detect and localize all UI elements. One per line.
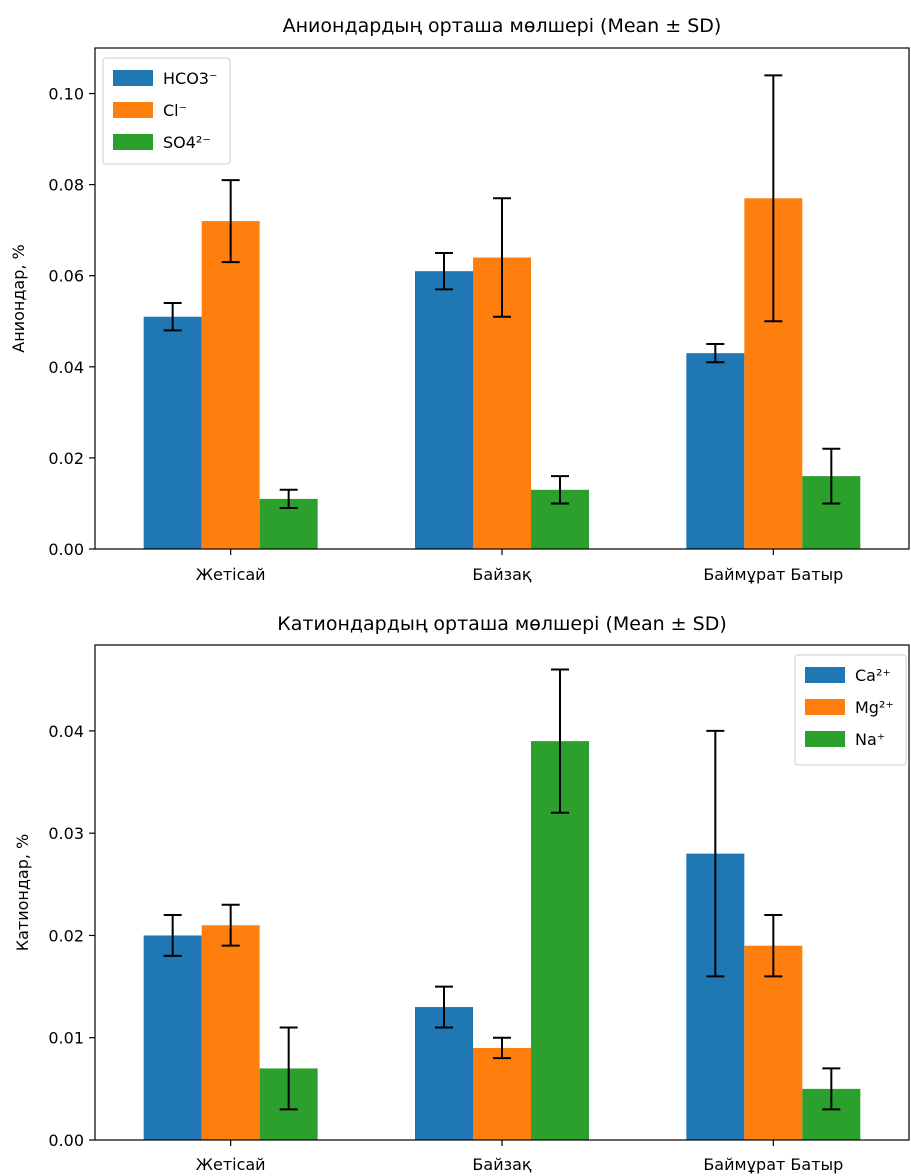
bar-1-1-0 — [201, 925, 260, 1140]
legend-label-0: HCO3⁻ — [163, 69, 217, 88]
legend-swatch-0 — [805, 667, 845, 683]
bar-0-1-0 — [201, 221, 260, 549]
legend-swatch-2 — [805, 731, 845, 747]
chart-1: Катиондардың орташа мөлшері (Mean ± SD) К… — [13, 613, 910, 1174]
legend-label-1: Cl⁻ — [163, 101, 187, 120]
bar-0-0-2 — [686, 353, 745, 549]
y-tick-label-4: 0.04 — [48, 722, 84, 741]
y-tick-label-0: 0.00 — [48, 1131, 84, 1150]
y-tick-label-5: 0.10 — [48, 85, 84, 104]
y-tick-label-3: 0.06 — [48, 267, 84, 286]
chart-0: Аниондардың орташа мөлшері (Mean ± SD) Ан… — [9, 15, 910, 584]
chart-title: Катиондардың орташа мөлшері (Mean ± SD) — [277, 613, 726, 635]
y-tick-label-4: 0.08 — [48, 176, 84, 195]
chart-title: Аниондардың орташа мөлшері (Mean ± SD) — [283, 15, 722, 37]
legend: HCO3⁻ Cl⁻ SO4²⁻ — [102, 57, 231, 165]
y-tick-label-1: 0.01 — [48, 1029, 84, 1048]
y-axis-label: Катиондар, % — [13, 834, 32, 952]
y-tick-label-2: 0.02 — [48, 926, 84, 945]
legend-label-2: Na⁺ — [855, 730, 885, 749]
legend: Ca²⁺ Mg²⁺ Na⁺ — [794, 654, 907, 766]
bar-1-0-0 — [143, 935, 202, 1140]
x-tick-label-2: Баймұрат Батыр — [703, 1155, 843, 1174]
legend-swatch-0 — [113, 70, 153, 86]
x-tick-label-0: Жетісай — [196, 1155, 266, 1174]
bar-1-1-1 — [473, 1047, 531, 1140]
y-tick-label-3: 0.03 — [48, 824, 84, 843]
legend-label-0: Ca²⁺ — [855, 666, 891, 685]
bar-1-0-1 — [415, 1007, 473, 1140]
x-tick-label-1: Байзақ — [472, 565, 531, 584]
bar-0-0-0 — [143, 316, 202, 549]
bar-1-1-2 — [744, 945, 803, 1140]
legend-label-1: Mg²⁺ — [855, 698, 894, 717]
y-tick-label-1: 0.02 — [48, 449, 84, 468]
legend-label-2: SO4²⁻ — [163, 133, 211, 152]
bar-0-0-1 — [415, 271, 473, 549]
y-tick-label-0: 0.00 — [48, 540, 84, 559]
x-tick-label-1: Байзақ — [472, 1155, 531, 1174]
x-tick-label-0: Жетісай — [196, 565, 266, 584]
legend-swatch-1 — [805, 699, 845, 715]
legend-swatch-2 — [113, 134, 153, 150]
legend-swatch-1 — [113, 102, 153, 118]
y-axis-label: Аниондар, % — [9, 244, 28, 352]
y-tick-label-2: 0.04 — [48, 358, 84, 377]
x-tick-label-2: Баймұрат Батыр — [703, 565, 843, 584]
